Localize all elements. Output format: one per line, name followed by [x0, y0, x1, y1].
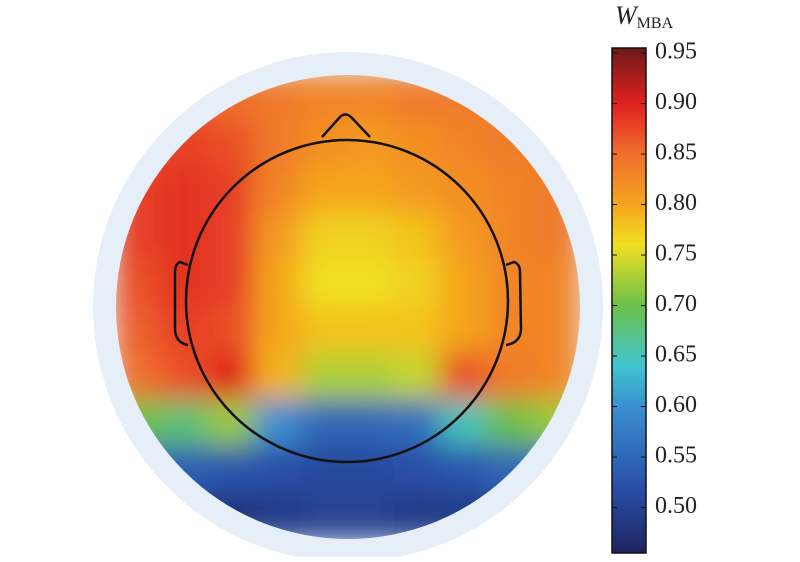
- heat-cell: [347, 75, 396, 123]
- heat-cell: [347, 259, 396, 308]
- heat-cell: [161, 398, 210, 448]
- heat-cell: [207, 306, 257, 355]
- heat-cell: [116, 259, 164, 308]
- colorbar-tick-label: 0.60: [655, 392, 697, 418]
- heat-cell: [439, 213, 489, 262]
- heat-cell: [439, 398, 489, 448]
- heat-cell: [300, 491, 349, 539]
- colorbar: [611, 47, 647, 554]
- heat-cell: [393, 120, 442, 169]
- heat-cell: [532, 75, 580, 123]
- heat-cell: [116, 306, 164, 355]
- colorbar-tick-label: 0.75: [655, 241, 697, 267]
- label-main: W: [615, 1, 639, 30]
- heat-cell: [393, 166, 442, 216]
- colorbar-tick-label: 0.85: [655, 140, 697, 166]
- heat-cell: [532, 491, 580, 539]
- heat-cell: [161, 166, 210, 216]
- colorbar-tick-label: 0.80: [655, 190, 697, 216]
- colorbar-tick-label: 0.65: [655, 342, 697, 368]
- heat-cell: [116, 75, 164, 123]
- heat-cell: [347, 352, 396, 401]
- colorbar-tick-label: 0.70: [655, 291, 697, 317]
- colorbar-tick-label: 0.50: [655, 493, 697, 519]
- heat-cell: [347, 445, 396, 494]
- colorbar-tick-label: 0.95: [655, 39, 697, 65]
- heat-cell: [486, 213, 535, 262]
- heat-cell: [486, 259, 535, 308]
- heat-cell: [254, 120, 303, 169]
- heat-cell: [393, 213, 442, 262]
- heat-cell: [300, 259, 349, 308]
- heat-cell: [207, 259, 257, 308]
- heat-cell: [254, 213, 303, 262]
- heat-cell: [393, 398, 442, 448]
- heat-cell: [393, 306, 442, 355]
- heat-cell: [161, 213, 210, 262]
- heat-cell: [300, 306, 349, 355]
- heat-cell: [393, 352, 442, 401]
- heat-cell: [347, 491, 396, 539]
- heat-cell: [161, 352, 210, 401]
- heat-cell: [347, 306, 396, 355]
- colorbar-label: WMBA: [615, 1, 674, 32]
- heat-cell: [300, 166, 349, 216]
- heat-cell: [207, 120, 257, 169]
- colorbar-tick-label: 0.55: [655, 443, 697, 469]
- label-sub: MBA: [637, 15, 674, 32]
- heat-cell: [300, 352, 349, 401]
- heat-cell: [347, 213, 396, 262]
- heat-cell: [207, 445, 257, 494]
- heat-cell: [116, 491, 164, 539]
- heat-cell: [347, 398, 396, 448]
- heat-cell: [254, 352, 303, 401]
- heat-cell: [486, 352, 535, 401]
- heat-cell: [439, 259, 489, 308]
- heat-cell: [254, 166, 303, 216]
- heat-cell: [439, 306, 489, 355]
- heat-cell: [532, 306, 580, 355]
- heat-cell: [439, 120, 489, 169]
- heat-cell: [439, 352, 489, 401]
- heat-cell: [486, 306, 535, 355]
- heat-cell: [532, 259, 580, 308]
- heat-cell: [207, 398, 257, 448]
- heat-cell: [486, 398, 535, 448]
- heat-cell: [254, 398, 303, 448]
- heat-cell: [393, 259, 442, 308]
- heat-cell: [300, 213, 349, 262]
- heat-cell: [207, 213, 257, 262]
- colorbar-tick-label: 0.90: [655, 89, 697, 115]
- heat-cell: [486, 166, 535, 216]
- heat-cell: [300, 75, 349, 123]
- heat-cell: [254, 306, 303, 355]
- head-outline: [173, 113, 523, 464]
- heat-cell: [300, 445, 349, 494]
- heat-cell: [439, 445, 489, 494]
- heat-cell: [347, 166, 396, 216]
- heat-cell: [254, 259, 303, 308]
- heat-cell: [300, 398, 349, 448]
